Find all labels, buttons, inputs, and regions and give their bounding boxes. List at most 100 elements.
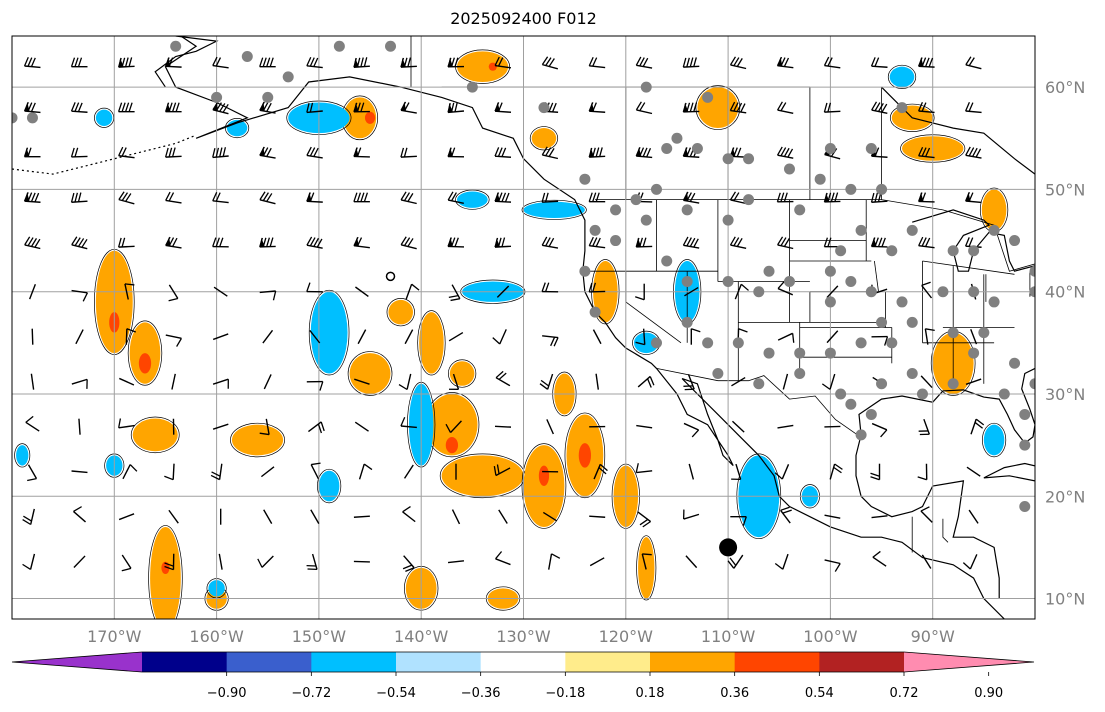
wind-barb-flag bbox=[823, 192, 828, 203]
wind-barb-flag bbox=[311, 462, 321, 466]
wind-barb-flag bbox=[834, 463, 843, 470]
wind-barb-flag bbox=[974, 421, 983, 429]
wind-barb-staff bbox=[165, 65, 182, 68]
positive-contour-outline bbox=[889, 103, 935, 132]
wind-barb bbox=[307, 421, 325, 434]
wind-barb bbox=[210, 463, 223, 481]
wind-barb-staff bbox=[782, 553, 789, 570]
wind-barb-shape bbox=[353, 236, 370, 249]
wind-barb-staff bbox=[871, 65, 888, 68]
wind-barb-flag bbox=[121, 147, 127, 157]
wind-barb-flag bbox=[501, 237, 506, 247]
wind-barb-flag bbox=[407, 193, 414, 202]
wind-barb-flag bbox=[266, 147, 272, 157]
wind-barb-shape bbox=[829, 463, 843, 480]
wind-barb-flag bbox=[635, 56, 642, 66]
wind-barb bbox=[541, 192, 559, 203]
wind-barb bbox=[164, 463, 175, 481]
station-point bbox=[712, 368, 724, 380]
wind-barb-staff bbox=[29, 553, 36, 570]
station-point bbox=[1009, 235, 1021, 247]
wind-barb-shape bbox=[27, 464, 38, 482]
wind-barb-shape bbox=[870, 463, 881, 481]
wind-barb bbox=[498, 509, 508, 524]
wind-barb-shape bbox=[70, 57, 88, 68]
wind-barb-flag bbox=[965, 56, 972, 66]
wind-barb bbox=[826, 330, 839, 344]
wind-barb-staff bbox=[400, 425, 417, 429]
negative-contour-outline bbox=[521, 199, 587, 220]
wind-barb-shape bbox=[306, 56, 323, 69]
wind-barb bbox=[588, 56, 606, 69]
station-point bbox=[211, 91, 223, 103]
wind-barb-flag bbox=[599, 147, 603, 157]
wind-barb-staff bbox=[871, 245, 888, 248]
wind-barb-flag bbox=[353, 102, 358, 113]
wind-barb bbox=[541, 282, 559, 293]
wind-barb-staff bbox=[353, 560, 370, 563]
wind-barb bbox=[306, 192, 323, 203]
station-point bbox=[1029, 286, 1035, 298]
wind-barb-shape bbox=[165, 57, 182, 68]
colorbar-tick-label: 0.18 bbox=[636, 686, 665, 701]
wind-barb-flag bbox=[540, 379, 550, 387]
wind-barb-flag bbox=[541, 56, 549, 65]
wind-barb-staff bbox=[168, 284, 179, 299]
wind-barb-staff bbox=[310, 509, 320, 524]
wind-barb bbox=[354, 421, 369, 432]
wind-barb bbox=[682, 102, 700, 113]
wind-barb-flag bbox=[592, 282, 597, 293]
wind-barb-shape bbox=[918, 418, 930, 436]
wind-barb bbox=[777, 236, 794, 250]
wind-barb-shape bbox=[917, 192, 935, 203]
aleutian-islands bbox=[12, 134, 197, 175]
wind-barb-flag bbox=[262, 237, 267, 248]
station-point bbox=[241, 50, 253, 62]
wind-barb bbox=[965, 146, 982, 159]
state-border bbox=[874, 260, 879, 292]
wind-barb-flag bbox=[918, 57, 923, 67]
wind-barb bbox=[448, 373, 460, 390]
wind-barb-shape bbox=[405, 283, 420, 300]
wind-barb-shape bbox=[541, 236, 559, 249]
wind-barb-shape bbox=[306, 282, 323, 293]
wind-barb-flag bbox=[259, 432, 270, 436]
wind-barb-flag bbox=[259, 146, 265, 156]
colorbar-tick-label: −0.72 bbox=[291, 686, 331, 701]
wind-barb-flag bbox=[783, 238, 790, 247]
station-point bbox=[906, 224, 918, 236]
wind-barb-staff bbox=[448, 199, 464, 205]
wind-barb-staff bbox=[826, 285, 839, 299]
wind-barb bbox=[447, 560, 465, 564]
wind-barb-shape bbox=[259, 290, 277, 301]
wind-barb-staff bbox=[542, 335, 559, 339]
wind-barb-flag bbox=[497, 147, 503, 157]
wind-barb-flag bbox=[682, 57, 687, 68]
positive-contour bbox=[981, 189, 1007, 231]
wind-barb-shape bbox=[73, 555, 86, 568]
wind-barb-staff bbox=[589, 245, 606, 249]
wind-barb-flag bbox=[870, 476, 880, 481]
wind-barb-shape bbox=[871, 335, 889, 346]
wind-barb-flag bbox=[968, 57, 975, 66]
wind-barb bbox=[117, 102, 135, 113]
wind-barb-flag bbox=[965, 146, 971, 156]
wind-barb-staff bbox=[358, 463, 365, 480]
wind-barb-staff bbox=[450, 420, 462, 434]
wind-barb-staff bbox=[406, 373, 412, 390]
wind-barb-flag bbox=[830, 192, 835, 202]
positive-contour bbox=[523, 445, 565, 527]
wind-barb-flag bbox=[783, 57, 790, 67]
wind-barb-flag bbox=[403, 102, 410, 112]
colorbar-extend-low bbox=[12, 652, 142, 672]
wind-barb-flag bbox=[686, 147, 692, 157]
wind-barb-shape bbox=[542, 335, 559, 347]
wind-barb bbox=[447, 102, 465, 114]
wind-barb bbox=[171, 373, 176, 390]
wind-barb bbox=[494, 192, 512, 203]
wind-barb bbox=[917, 463, 928, 481]
wind-barb-staff bbox=[548, 553, 553, 570]
wind-barb-shape bbox=[400, 417, 417, 429]
wind-barb-flag bbox=[77, 102, 83, 112]
wind-barb bbox=[635, 237, 653, 248]
